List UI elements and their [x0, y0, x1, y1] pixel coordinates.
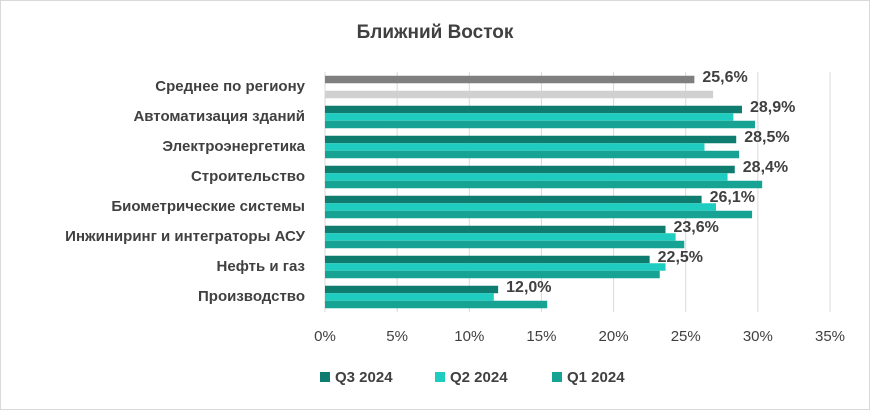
data-label: 26,1% [710, 189, 755, 206]
x-tick-label: 30% [743, 328, 773, 345]
y-tick-label: Строительство [191, 168, 305, 185]
bar [325, 165, 735, 174]
x-tick-label: 10% [454, 328, 484, 345]
y-tick-label: Среднее по региону [155, 78, 305, 95]
bar [325, 180, 763, 189]
x-tick-label: 0% [314, 328, 336, 345]
data-label: 12,0% [506, 279, 551, 296]
legend-label: Q2 2024 [450, 369, 508, 386]
legend-label: Q1 2024 [567, 369, 625, 386]
bar [325, 285, 499, 294]
bar [325, 195, 702, 204]
bar [325, 270, 660, 279]
bar [325, 233, 676, 241]
bar [325, 240, 685, 249]
data-label: 28,9% [750, 99, 795, 116]
data-label: 28,5% [744, 129, 789, 146]
data-label: 23,6% [674, 219, 719, 236]
y-tick-label: Электроэнергетика [162, 138, 305, 155]
bar [325, 203, 717, 211]
legend-swatch [320, 372, 330, 382]
data-label: 28,4% [743, 159, 788, 176]
y-tick-label: Производство [198, 288, 305, 305]
bar [325, 120, 755, 129]
data-label: 25,6% [702, 69, 747, 86]
bar [325, 293, 494, 301]
legend-swatch [435, 372, 445, 382]
x-tick-label: 15% [526, 328, 556, 345]
bar [325, 300, 548, 309]
legend-swatch [552, 372, 562, 382]
bar [325, 225, 666, 234]
x-tick-label: 25% [671, 328, 701, 345]
bar [325, 113, 734, 121]
legend-label: Q3 2024 [335, 369, 393, 386]
y-tick-label: Биометрические системы [111, 198, 305, 215]
y-tick-label: Нефть и газ [217, 258, 305, 275]
bar [325, 135, 737, 144]
bar [325, 105, 742, 114]
bar [325, 90, 714, 99]
bar [325, 210, 753, 219]
data-label: 22,5% [658, 249, 703, 266]
x-tick-label: 5% [386, 328, 408, 345]
x-tick-label: 35% [815, 328, 845, 345]
chart-title: Ближний Восток [357, 22, 514, 43]
x-tick-label: 20% [599, 328, 629, 345]
bar [325, 263, 666, 271]
y-tick-label: Автоматизация зданий [133, 108, 305, 125]
bar [325, 255, 650, 264]
bar [325, 143, 705, 151]
y-tick-label: Инжиниринг и интеграторы АСУ [65, 228, 305, 245]
bar [325, 173, 728, 181]
bar [325, 150, 740, 159]
bar [325, 75, 695, 84]
